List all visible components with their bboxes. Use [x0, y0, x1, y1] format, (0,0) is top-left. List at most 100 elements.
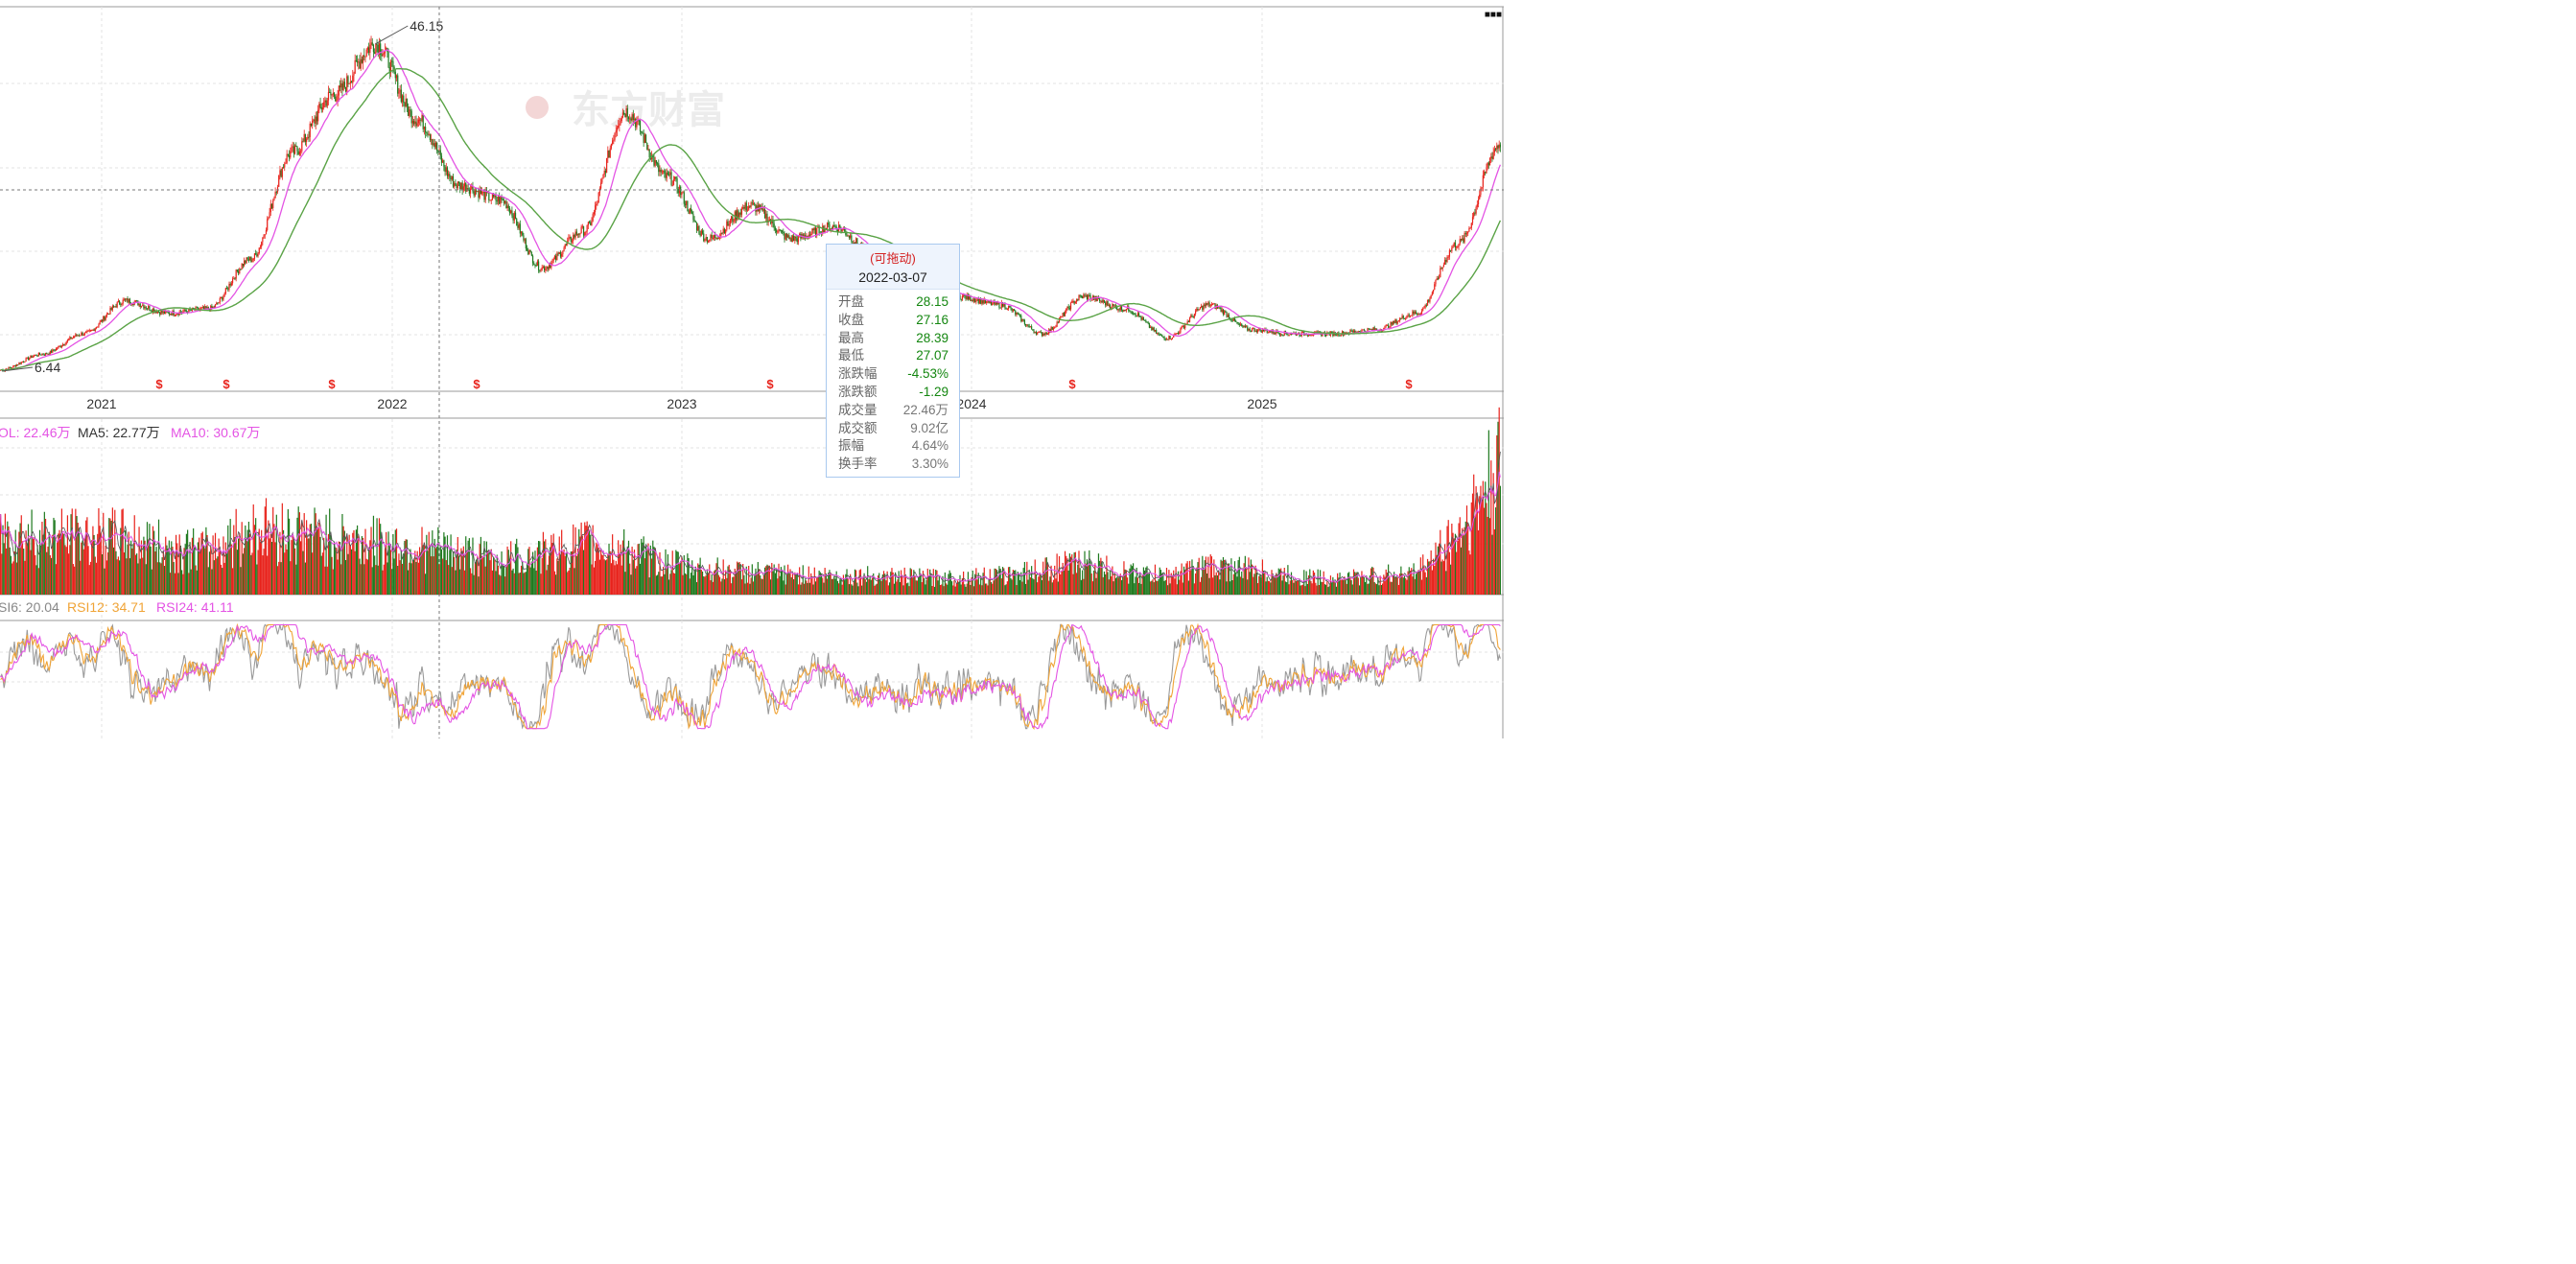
volume-bar — [97, 533, 99, 595]
candle-body — [409, 109, 410, 116]
tooltip-header[interactable]: (可拖动) 2022-03-07 — [827, 245, 959, 290]
stock-chart[interactable]: 2021 2022 2023 2024 2025 东方财富 ■■■ 46.15 6.44 $ $ $ $… — [0, 0, 1504, 738]
candle-body — [1118, 309, 1120, 311]
candle-body — [330, 92, 332, 96]
volume-bar — [350, 549, 353, 595]
volume-bar — [1347, 573, 1349, 595]
candle-body — [269, 203, 271, 213]
volume-bar — [636, 566, 638, 595]
candle-body — [1486, 168, 1487, 174]
candle-body — [717, 237, 719, 239]
volume-bar — [1293, 582, 1295, 595]
candle-body — [319, 104, 321, 107]
volume-bar — [978, 584, 981, 595]
volume-bar — [1113, 573, 1115, 595]
candle-body — [540, 269, 542, 271]
volume-bar — [567, 572, 569, 595]
volume-bar — [697, 563, 699, 595]
candle-body — [273, 198, 275, 201]
candle-body — [1031, 326, 1033, 330]
candle-body — [834, 225, 836, 227]
candle-body — [256, 254, 258, 257]
volume-bar — [680, 560, 682, 595]
volume-bar — [176, 543, 178, 595]
candle-body — [52, 349, 54, 353]
candle-body — [1100, 300, 1102, 302]
candle-body — [760, 204, 761, 209]
candle-body — [1073, 300, 1075, 304]
volume-bar — [1021, 581, 1023, 595]
volume-bar — [338, 541, 340, 595]
volume-bar — [1448, 551, 1451, 595]
tooltip-row-label: 涨跌幅 — [838, 366, 878, 382]
candle-body — [259, 246, 262, 248]
candle-body — [1253, 328, 1255, 332]
volume-bar — [1201, 576, 1203, 595]
candle-body — [1372, 327, 1374, 331]
candle-body — [1005, 308, 1007, 310]
volume-bar — [1001, 567, 1004, 595]
volume-bar — [1360, 577, 1362, 595]
volume-bar — [1056, 553, 1058, 595]
volume-bar — [902, 585, 904, 595]
candle-body — [368, 47, 370, 54]
candle-body — [1032, 329, 1034, 331]
candle-body — [1153, 327, 1155, 332]
volume-bar — [570, 551, 572, 595]
volume-bar — [808, 566, 809, 595]
candle-body — [1069, 302, 1072, 310]
candle-body — [1000, 302, 1002, 308]
candle-body — [363, 55, 365, 58]
candle-body — [648, 149, 650, 158]
volume-bar — [1221, 560, 1223, 595]
volume-bar — [884, 573, 886, 595]
data-tooltip[interactable]: (可拖动) 2022-03-07 开盘 28.15 收盘 27.16 最高 28.39 最低… — [826, 244, 960, 478]
volume-bar — [523, 573, 525, 595]
volume-bar — [55, 564, 57, 595]
volume-bar — [1049, 576, 1051, 595]
volume-bar — [1029, 577, 1032, 595]
volume-bar — [1423, 566, 1425, 595]
candle-body — [1446, 257, 1448, 262]
candle-body — [584, 232, 586, 236]
volume-bar — [9, 547, 11, 595]
candle-body — [421, 115, 423, 121]
volume-bar — [1425, 576, 1427, 595]
candle-body — [1488, 157, 1491, 166]
volume-bar — [1035, 573, 1038, 595]
candle-body — [548, 265, 550, 269]
candle-body — [772, 219, 774, 224]
candle-body — [971, 299, 972, 301]
volume-bar — [1114, 577, 1117, 595]
volume-bar — [1020, 572, 1022, 595]
volume-bar — [356, 525, 359, 595]
volume-bar — [852, 585, 854, 595]
volume-bar — [1309, 569, 1311, 595]
volume-bar — [440, 549, 443, 595]
volume-bar — [274, 542, 276, 595]
candle-body — [391, 60, 393, 62]
volume-bar — [1080, 579, 1083, 595]
volume-bar — [1224, 559, 1226, 595]
candle-body — [627, 116, 630, 120]
volume-bar — [1051, 582, 1053, 595]
volume-bar — [907, 582, 909, 595]
candle-body — [692, 214, 694, 221]
volume-bar — [972, 586, 975, 595]
volume-bar — [381, 533, 383, 595]
candle-body — [1447, 256, 1449, 258]
volume-bar — [1244, 555, 1246, 595]
candle-body — [414, 121, 416, 125]
volume-bar — [922, 571, 925, 595]
volume-bar — [1209, 554, 1211, 595]
volume-bar — [1040, 574, 1042, 595]
volume-bar — [1437, 546, 1439, 595]
volume-bar — [360, 564, 362, 595]
candle-body — [403, 95, 405, 103]
volume-bar — [534, 550, 536, 595]
volume-bar — [1216, 574, 1219, 595]
candle-body — [1080, 295, 1083, 297]
candle-body — [196, 307, 198, 309]
candle-body — [688, 210, 690, 214]
